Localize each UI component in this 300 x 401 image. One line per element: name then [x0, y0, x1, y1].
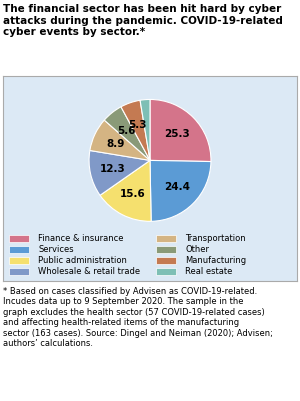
Text: Wholesale & retail trade: Wholesale & retail trade	[38, 267, 140, 276]
Text: * Based on cases classified by Advisen as COVID-19-related.
Incudes data up to 9: * Based on cases classified by Advisen a…	[3, 287, 273, 348]
Text: Real estate: Real estate	[185, 267, 233, 276]
FancyBboxPatch shape	[156, 246, 176, 253]
Text: 5.6: 5.6	[117, 126, 136, 136]
Wedge shape	[100, 160, 151, 221]
FancyBboxPatch shape	[156, 268, 176, 275]
Text: 25.3: 25.3	[164, 129, 190, 139]
Text: Transportation: Transportation	[185, 234, 246, 243]
FancyBboxPatch shape	[156, 235, 176, 242]
Text: Services: Services	[38, 245, 74, 254]
FancyBboxPatch shape	[9, 235, 29, 242]
Wedge shape	[89, 150, 150, 195]
Text: 5.3: 5.3	[128, 119, 147, 130]
Wedge shape	[90, 120, 150, 160]
Text: 8.9: 8.9	[107, 139, 125, 149]
FancyBboxPatch shape	[9, 268, 29, 275]
Text: Public administration: Public administration	[38, 256, 127, 265]
Text: The financial sector has been hit hard by cyber
attacks during the pandemic. COV: The financial sector has been hit hard b…	[3, 4, 283, 37]
Wedge shape	[121, 100, 150, 160]
FancyBboxPatch shape	[9, 257, 29, 264]
Text: Finance & insurance: Finance & insurance	[38, 234, 124, 243]
Wedge shape	[150, 160, 211, 221]
FancyBboxPatch shape	[9, 246, 29, 253]
Text: 12.3: 12.3	[100, 164, 126, 174]
Text: 24.4: 24.4	[164, 182, 190, 192]
Wedge shape	[104, 107, 150, 160]
Text: Other: Other	[185, 245, 209, 254]
Text: 15.6: 15.6	[120, 189, 146, 199]
Wedge shape	[140, 99, 150, 160]
FancyBboxPatch shape	[156, 257, 176, 264]
Wedge shape	[150, 99, 211, 162]
Text: Manufacturing: Manufacturing	[185, 256, 246, 265]
